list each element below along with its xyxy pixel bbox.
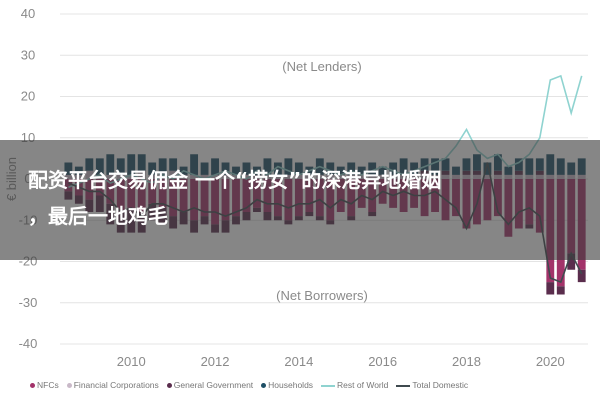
legend-label: Households [268, 380, 314, 390]
annotation-net-lenders: (Net Lenders) [282, 59, 361, 74]
x-tick-label: 2016 [368, 354, 397, 369]
legend-item: Financial Corporations [66, 380, 159, 390]
x-tick-label: 2014 [284, 354, 313, 369]
bar-general-government [577, 269, 586, 283]
x-tick-label: 2020 [536, 354, 565, 369]
y-tick-label: -40 [19, 336, 38, 351]
legend-label: Financial Corporations [73, 380, 159, 390]
bar-general-government [556, 286, 565, 295]
legend-swatch [30, 383, 35, 389]
overlay-banner [0, 140, 600, 260]
legend-swatch [261, 383, 267, 389]
bar-general-government [546, 282, 555, 295]
legend-label: Rest of World [337, 380, 389, 390]
legend: NFCs Financial Corporations General Govern… [30, 380, 476, 390]
legend-swatch [321, 384, 336, 387]
legend-item: NFCs [30, 380, 59, 390]
legend-label: NFCs [37, 380, 59, 390]
y-tick-label: 30 [21, 47, 35, 62]
x-tick-label: 2010 [117, 354, 146, 369]
y-tick-label: 20 [21, 89, 35, 104]
x-tick-label: 2012 [201, 354, 230, 369]
overlay-line-1: 配资平台交易佣金 一个“捞女”的深港异地婚姻 [28, 168, 442, 192]
legend-label: Total Domestic [412, 380, 469, 390]
overlay-line-2: ，最后一地鸡毛 [28, 204, 168, 228]
bar-general-government [567, 253, 576, 270]
legend-swatch [166, 383, 172, 389]
overlay-text[interactable]: 配资平台交易佣金 一个“捞女”的深港异地婚姻 ，最后一地鸡毛 [28, 162, 588, 234]
legend-label: General Government [173, 380, 254, 390]
legend-swatch [396, 384, 411, 387]
legend-item: Rest of World [321, 380, 388, 390]
y-tick-label: -30 [19, 295, 38, 310]
legend-item: General Government [166, 380, 254, 390]
y-tick-label: 40 [21, 6, 35, 21]
annotation-net-borrowers: (Net Borrowers) [276, 288, 368, 303]
legend-item: Households [261, 380, 313, 390]
legend-item: Total Domestic [396, 380, 468, 390]
legend-swatch [66, 383, 72, 389]
x-tick-label: 2018 [452, 354, 481, 369]
